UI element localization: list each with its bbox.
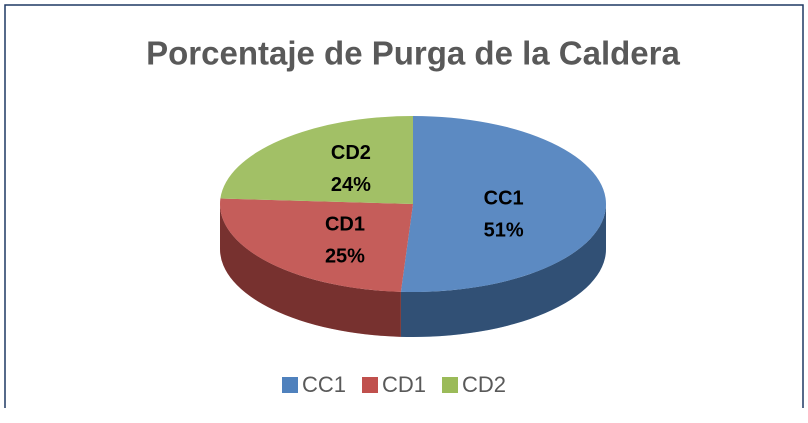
legend-label: CD2 (462, 372, 506, 397)
data-label-value: 51% (484, 220, 524, 242)
slice-shade (219, 198, 413, 292)
slice-side-shade (400, 204, 606, 337)
slice-side (400, 204, 606, 337)
slice (220, 116, 413, 204)
legend-swatch (442, 377, 458, 393)
slice (400, 116, 607, 292)
slice (219, 198, 413, 292)
data-label-name: CD1 (325, 214, 365, 236)
data-label-value: 25% (325, 246, 365, 268)
data-label-value: 24% (331, 174, 371, 196)
legend-swatch (282, 377, 298, 393)
data-label-name: CD2 (331, 142, 371, 164)
slice-side-shade (220, 204, 401, 337)
slice-shade (220, 116, 413, 204)
data-label-name: CC1 (484, 188, 524, 210)
legend-label: CD1 (382, 372, 426, 397)
chart-frame (4, 4, 804, 408)
slice-side (220, 204, 401, 337)
chart-title: Porcentaje de Purga de la Caldera (146, 35, 680, 72)
slice-shade (400, 116, 607, 292)
legend-label: CC1 (302, 372, 346, 397)
legend-swatch (362, 377, 378, 393)
